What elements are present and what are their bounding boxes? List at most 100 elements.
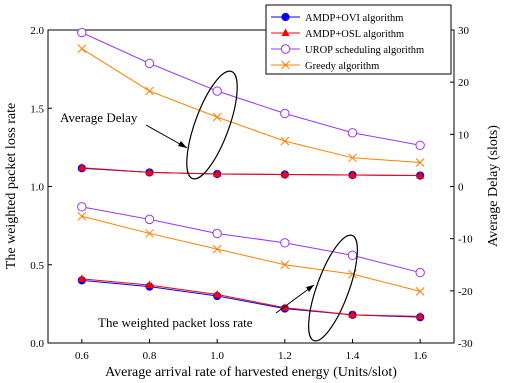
legend-items: AMDP+OVI algorithm AMDP+OSL algorithm UROP… (271, 12, 424, 72)
x-axis-title: Average arrival rate of harvested energy… (105, 365, 397, 380)
data-point (77, 27, 87, 38)
y-right-tick-label: -30 (458, 338, 473, 350)
data-point (77, 274, 86, 282)
data-point-stroke (280, 260, 290, 270)
data-point-stroke (145, 229, 154, 238)
x-tick-label: 1.4 (346, 350, 360, 362)
data-point-stroke (415, 158, 425, 167)
x-tick-label: 1.2 (278, 350, 292, 362)
plot-frame (47, 29, 455, 344)
series-line-loss (81, 215, 421, 292)
y-right-tick-label: 0 (458, 182, 464, 194)
annotation-loss-text: The weighted packet loss rate (98, 315, 253, 330)
legend-label: UROP scheduling algorithm (305, 45, 424, 56)
data-point-stroke (281, 60, 290, 70)
legend-label: AMDP+OVI algorithm (305, 13, 403, 24)
data-point (213, 169, 222, 177)
data-point-stroke (212, 112, 222, 122)
annotation-delay-ellipse (186, 70, 238, 180)
data-point-stroke (77, 44, 87, 54)
data-point (213, 289, 222, 298)
series-line-loss (81, 206, 421, 274)
y-right-tick-label: 20 (458, 77, 470, 89)
annotation-loss-ellipse (308, 234, 358, 342)
data-point (77, 163, 86, 171)
data-point (281, 60, 290, 70)
data-point (144, 58, 155, 69)
data-point (145, 167, 154, 176)
data-point-stroke (348, 153, 357, 163)
x-tick-label: 0.8 (143, 350, 157, 362)
data-point (347, 128, 358, 138)
y-left-tick-label: 0.5 (30, 260, 44, 272)
data-point (415, 267, 425, 278)
data-point (416, 311, 425, 320)
y-left-tick-label: 1.5 (30, 103, 44, 115)
y-right-tick-label: 10 (458, 129, 470, 141)
y-left-tick-label: 1.0 (30, 182, 44, 194)
data-point (415, 287, 425, 296)
data-point (281, 12, 290, 22)
series-urop-scheduling-algorithm (77, 27, 425, 278)
y-axis-right-title: Average Delay (slots) (486, 125, 501, 247)
series-line-delay (81, 167, 421, 177)
data-point (145, 229, 154, 238)
data-point (280, 170, 289, 178)
series-line-loss (81, 278, 421, 317)
x-tick-label: 0.6 (75, 350, 89, 362)
annotation-loss-arrowhead (306, 285, 314, 292)
data-point-stroke (280, 136, 290, 146)
data-point (212, 228, 222, 239)
series-greedy-algorithm (77, 44, 425, 296)
series-line-loss (81, 279, 421, 318)
series-layer (77, 27, 425, 322)
series-line-delay (81, 32, 421, 146)
data-point (212, 86, 222, 96)
data-point-stroke (77, 211, 87, 221)
y-right-tick-label: -20 (458, 286, 473, 298)
tick-group: 0.6 0.8 1.0 1.2 1.4 1.6 0.0 0.5 1.0 1.5 2.0 -30 -20 -… (30, 25, 473, 362)
annotation-delay-text: Average Delay (60, 110, 138, 125)
data-point-stroke (145, 86, 154, 96)
data-point (77, 202, 87, 212)
data-point (145, 280, 154, 289)
y-left-tick-label: 2.0 (30, 25, 44, 37)
legend-label: AMDP+OSL algorithm (305, 29, 404, 40)
data-point (415, 158, 425, 167)
series-line-delay (81, 48, 421, 164)
data-point (280, 238, 290, 248)
data-point (348, 310, 357, 318)
data-point (280, 108, 290, 119)
annotation-loss: The weighted packet loss rate (98, 234, 358, 342)
data-point (348, 170, 357, 179)
data-point (77, 211, 87, 221)
y-left-tick-label: 0.0 (30, 338, 44, 350)
y-right-tick-label: -10 (458, 234, 473, 246)
data-point (280, 136, 290, 146)
annotation-delay: Average Delay (60, 70, 238, 180)
data-point-stroke (415, 287, 425, 296)
x-tick-label: 1.6 (413, 350, 427, 362)
data-point (212, 112, 222, 122)
data-point (281, 28, 290, 36)
x-tick-label: 1.0 (210, 350, 224, 362)
y-right-tick-label: 30 (458, 25, 470, 37)
series-amdp-osl-algorithm (77, 163, 425, 320)
data-point-stroke (212, 244, 222, 254)
data-point (280, 260, 290, 270)
legend: AMDP+OVI algorithm AMDP+OSL algorithm UROP… (265, 4, 452, 75)
data-point (347, 250, 358, 261)
data-point (280, 44, 291, 54)
data-point (145, 86, 154, 96)
data-point (415, 140, 425, 150)
data-point (416, 171, 425, 179)
annotation-delay-arrowhead (178, 141, 187, 148)
y-axis-left-title: The weighted packet loss rate (4, 103, 19, 269)
data-point (144, 214, 155, 225)
data-point (212, 244, 222, 254)
data-point (348, 153, 357, 163)
series-amdp-ovi-algorithm (77, 164, 425, 322)
legend-label: Greedy algorithm (305, 61, 379, 72)
data-point (77, 44, 87, 54)
